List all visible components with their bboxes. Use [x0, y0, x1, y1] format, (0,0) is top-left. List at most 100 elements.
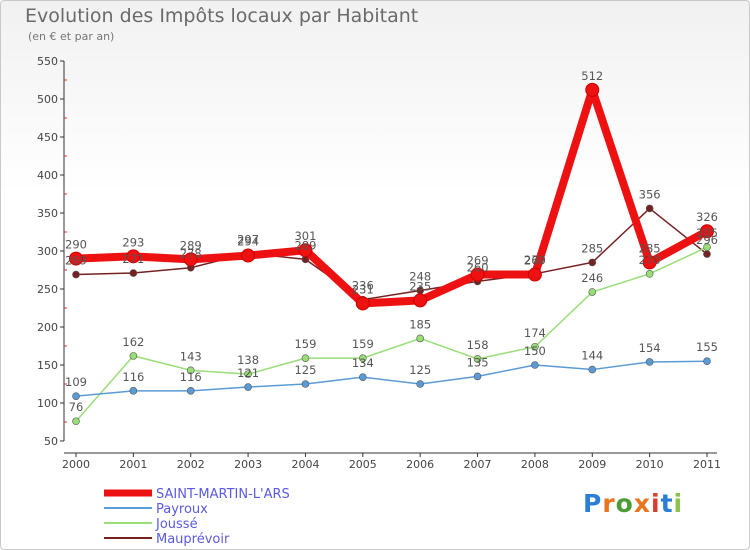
data-point [72, 392, 80, 400]
data-label: 125 [294, 363, 316, 377]
logo-letter: i [673, 489, 684, 518]
data-point [703, 243, 711, 251]
data-point [416, 334, 424, 343]
data-point [588, 258, 597, 267]
data-label: 185 [409, 317, 431, 331]
x-tick-label: 2008 [521, 458, 549, 471]
x-tick-label: 2004 [291, 458, 319, 471]
data-label: 301 [294, 229, 316, 243]
data-point [183, 252, 198, 267]
data-label: 121 [237, 366, 259, 380]
x-tick-label: 2002 [177, 458, 205, 471]
x-tick-label: 2006 [406, 458, 434, 471]
data-label: 159 [294, 337, 316, 351]
data-point [473, 372, 482, 381]
data-point [129, 269, 138, 277]
data-label: 109 [65, 375, 87, 389]
legend-label: SAINT-MARTIN-L'ARS [156, 487, 290, 502]
data-label: 269 [524, 254, 546, 268]
data-label: 158 [467, 338, 489, 352]
data-point [72, 417, 80, 426]
data-label: 305 [696, 226, 718, 240]
data-point [700, 224, 714, 239]
data-label: 174 [524, 326, 546, 340]
x-tick-label: 2000 [62, 458, 90, 471]
x-tick-label: 2011 [693, 458, 721, 471]
data-point [531, 342, 539, 351]
data-point [244, 370, 252, 378]
logo-letter: i [651, 489, 661, 518]
data-point [186, 366, 195, 375]
data-label: 278 [180, 247, 202, 261]
data-label: 116 [122, 370, 144, 384]
x-tick-label: 2001 [119, 458, 147, 471]
data-label: 260 [467, 260, 489, 274]
data-point [129, 387, 138, 395]
data-label: 162 [122, 335, 144, 349]
logo-letter: t [660, 489, 674, 518]
data-label: 289 [294, 238, 316, 252]
data-point [359, 373, 367, 381]
x-tick-label: 2007 [464, 458, 492, 471]
data-point [531, 361, 539, 369]
data-point [298, 243, 313, 258]
proxiti-logo: Proxiti [583, 489, 683, 518]
data-label: 76 [69, 400, 84, 414]
data-point [359, 354, 367, 362]
data-label: 150 [524, 344, 546, 358]
data-point [585, 82, 600, 97]
data-point [129, 352, 138, 360]
data-label: 116 [180, 370, 202, 384]
data-label: 290 [65, 238, 87, 252]
chart-title: Evolution des Impôts locaux par Habitant [25, 5, 419, 27]
legend-label: Joussé [155, 517, 198, 532]
data-label: 296 [696, 233, 718, 247]
data-label: 231 [352, 282, 374, 296]
data-label: 236 [352, 279, 374, 293]
data-label: 246 [581, 271, 603, 285]
data-point [588, 365, 597, 374]
y-tick-label: 550 [37, 55, 58, 68]
legend-label: Mauprévoir [156, 532, 230, 547]
data-label: 271 [122, 252, 144, 266]
data-point [413, 293, 428, 308]
data-point [416, 380, 424, 388]
data-label: 285 [581, 241, 603, 255]
data-label: 143 [180, 349, 202, 363]
data-label: 134 [352, 356, 374, 370]
y-tick-label: 250 [37, 283, 58, 296]
data-label: 159 [352, 337, 374, 351]
data-label: 155 [696, 340, 718, 354]
logo-letter: r [602, 489, 616, 518]
data-point [588, 288, 597, 296]
data-point [703, 357, 711, 366]
logo-letter: o [615, 489, 634, 518]
data-point [645, 358, 654, 366]
data-label: 297 [237, 232, 259, 246]
y-tick-label: 200 [37, 321, 58, 334]
series-line [75, 360, 708, 397]
data-label: 512 [581, 69, 603, 83]
series-line [72, 85, 711, 308]
y-tick-label: 300 [37, 245, 58, 258]
data-point [186, 387, 195, 395]
data-point [527, 267, 542, 282]
x-tick-label: 2003 [234, 458, 262, 471]
logo-letter: x [633, 489, 651, 518]
y-tick-label: 350 [37, 207, 58, 220]
data-label: 138 [237, 353, 259, 367]
data-label: 144 [581, 349, 603, 363]
data-point [645, 204, 654, 213]
data-point [301, 354, 310, 362]
data-label: 269 [65, 254, 87, 268]
data-label: 125 [409, 363, 431, 377]
data-point [72, 270, 80, 279]
data-label: 289 [180, 238, 202, 252]
series-line [75, 207, 708, 301]
chart-axes: 50 100 150 200 250 300 350 400 450 500 550 2000 2001… [37, 55, 721, 471]
data-label: 248 [409, 270, 431, 284]
data-label: 285 [639, 241, 661, 255]
y-tick-label: 500 [37, 93, 58, 106]
y-tick-label: 50 [44, 435, 58, 448]
